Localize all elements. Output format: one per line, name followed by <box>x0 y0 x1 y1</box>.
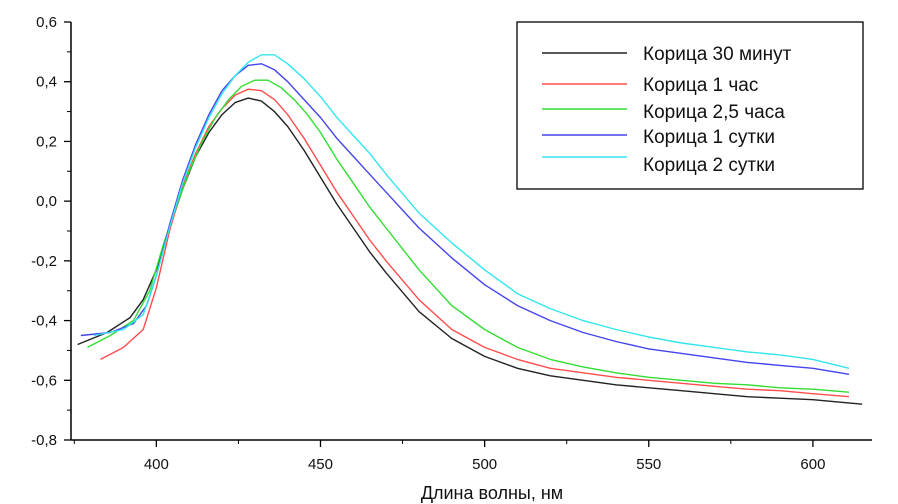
x-tick-label: 550 <box>636 456 661 473</box>
x-tick-label: 450 <box>308 456 333 473</box>
y-tick-label: -0,4 <box>31 313 57 330</box>
y-tick-label: 0,2 <box>36 133 57 150</box>
y-axis: 0,6 0,4 0,2 0,0 -0,2 -0,4 -0,6 -0,8 <box>31 14 72 449</box>
series-group <box>77 54 863 405</box>
x-tick-label: 400 <box>144 456 169 473</box>
x-axis-title: Длина волны, нм <box>421 483 563 503</box>
series-line-3 <box>87 79 850 393</box>
legend-label-5: Корица 2 сутки <box>643 155 775 176</box>
legend: Корица 30 минут Корица 1 час Корица 2,5 ча… <box>516 21 864 190</box>
y-tick-label: 0,4 <box>36 74 57 91</box>
y-tick-label: -0,2 <box>31 253 57 270</box>
y-tick-label: -0,8 <box>31 432 57 449</box>
legend-label-4: Корица 1 сутки <box>643 127 775 148</box>
y-ticks: 0,6 0,4 0,2 0,0 -0,2 -0,4 -0,6 -0,8 <box>31 14 71 449</box>
series-line-5 <box>93 54 850 369</box>
legend-box <box>516 21 864 190</box>
y-tick-label: -0,6 <box>31 372 57 389</box>
legend-label-3: Корица 2,5 часа <box>643 102 785 123</box>
legend-label-1: Корица 30 минут <box>643 44 792 65</box>
series-line-4 <box>80 63 850 375</box>
x-tick-label: 500 <box>472 456 497 473</box>
x-tick-label: 600 <box>800 456 825 473</box>
legend-items: Корица 30 минут Корица 1 час Корица 2,5 ча… <box>542 44 792 176</box>
x-ticks: 400 450 500 550 600 <box>73 440 825 473</box>
x-axis: 400 450 500 550 600 Длина волны, нм <box>71 439 872 503</box>
y-tick-label: 0,0 <box>36 193 57 210</box>
y-tick-label: 0,6 <box>36 14 57 31</box>
legend-label-2: Корица 1 час <box>643 75 758 96</box>
